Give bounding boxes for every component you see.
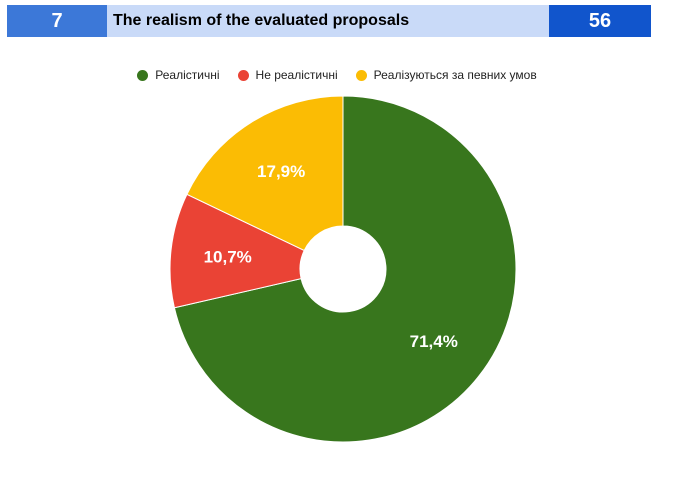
legend-item-conditional: Реалізуються за певних умов xyxy=(355,68,537,82)
slice-unrealistic xyxy=(169,193,305,309)
slice-percent-label: 17,9% xyxy=(257,162,305,181)
slice-conditional xyxy=(186,95,344,252)
slice-realistic xyxy=(173,95,517,443)
legend-item-realistic: Реалістичні xyxy=(137,68,220,82)
legend-dot xyxy=(237,69,249,81)
question-number: 7 xyxy=(7,5,107,37)
legend-label: Не реалістичні xyxy=(255,68,338,82)
slice-percent-label: 10,7% xyxy=(204,247,252,266)
slice-percent-label: 71,4% xyxy=(410,332,458,351)
legend-label: Реалізуються за певних умов xyxy=(373,68,537,82)
response-count: 56 xyxy=(549,5,651,37)
legend-item-unrealistic: Не реалістичні xyxy=(237,68,338,82)
chart-legend: Реалістичні Не реалістичні Реалізуються … xyxy=(0,68,674,82)
header-bar: 7 The realism of the evaluated proposals… xyxy=(7,5,651,37)
legend-dot xyxy=(355,69,367,81)
legend-label: Реалістичні xyxy=(155,68,220,82)
chart-title: The realism of the evaluated proposals xyxy=(107,5,549,37)
legend-dot xyxy=(137,69,149,81)
